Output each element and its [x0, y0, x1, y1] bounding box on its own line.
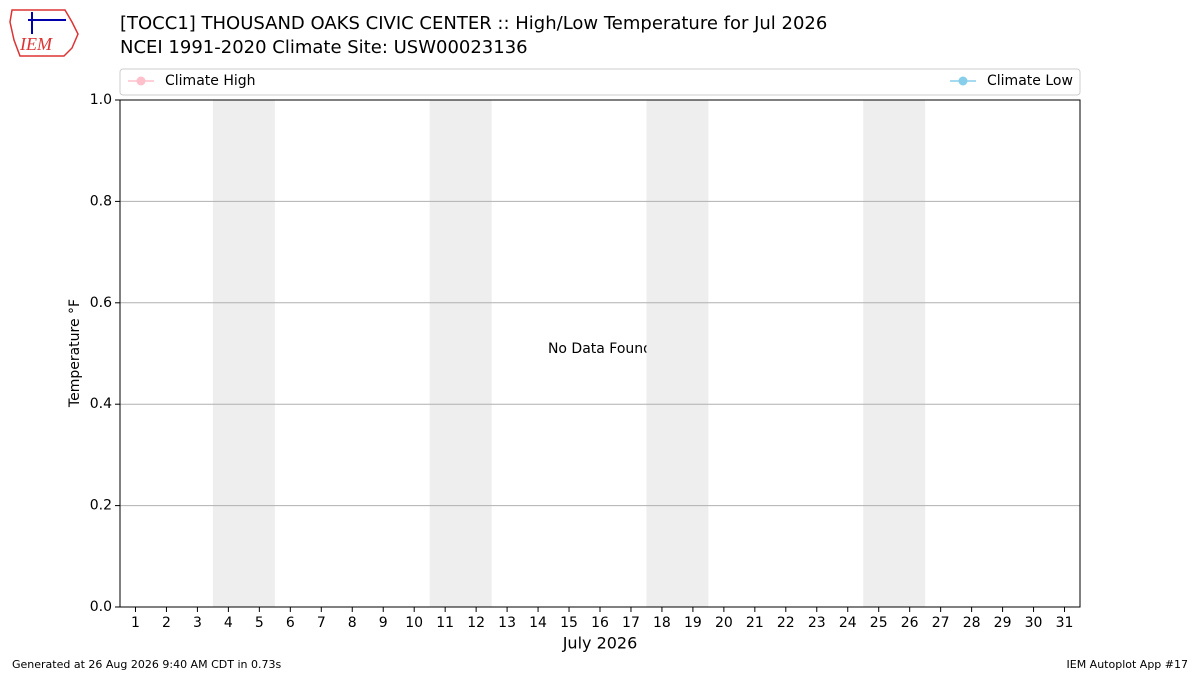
x-tick-label: 10 [405, 615, 423, 631]
annotation: No Data Found [548, 341, 652, 357]
chart-subtitle: NCEI 1991-2020 Climate Site: USW00023136 [120, 37, 528, 58]
x-tick-label: 14 [529, 615, 547, 631]
x-tick-label: 30 [1025, 615, 1043, 631]
x-tick-label: 22 [777, 615, 795, 631]
legend-box [119, 68, 1081, 96]
legend-marker [958, 76, 968, 86]
footer-left: Generated at 26 Aug 2026 9:40 AM CDT in … [12, 658, 281, 671]
y-tick-label: 1.0 [90, 92, 112, 108]
plot-frame [119, 99, 1081, 608]
x-tick-label: 29 [994, 615, 1012, 631]
x-tick-label: 23 [808, 615, 826, 631]
x-tick-label: 24 [839, 615, 857, 631]
x-tick-label: 13 [498, 615, 516, 631]
x-tick-label: 19 [684, 615, 702, 631]
y-tick-label: 0.4 [90, 396, 112, 412]
x-tick-label: 17 [622, 615, 640, 631]
x-tick-label: 4 [224, 615, 233, 631]
x-tick-label: 26 [901, 615, 919, 631]
y-axis-label: Temperature °F [67, 299, 83, 408]
legend-label: Climate High [165, 73, 256, 89]
weekend-band [429, 100, 492, 607]
x-tick-label: 27 [932, 615, 950, 631]
x-tick-label: 15 [560, 615, 578, 631]
x-tick-label: 6 [286, 615, 295, 631]
x-tick-label: 16 [591, 615, 609, 631]
chart-title: [TOCC1] THOUSAND OAKS CIVIC CENTER :: Hi… [120, 13, 827, 34]
y-tick-label: 0.2 [90, 498, 112, 514]
x-tick-label: 21 [746, 615, 764, 631]
x-tick-label: 7 [317, 615, 326, 631]
x-tick-label: 25 [870, 615, 888, 631]
x-axis-label: July 2026 [562, 634, 638, 653]
footer-right: IEM Autoplot App #17 [1067, 658, 1189, 671]
x-tick-label: 20 [715, 615, 733, 631]
x-tick-label: 3 [193, 615, 202, 631]
x-tick-label: 8 [348, 615, 357, 631]
weekend-band [646, 100, 709, 607]
y-tick-label: 0.0 [90, 599, 112, 615]
legend-marker [136, 76, 146, 86]
x-tick-label: 18 [653, 615, 671, 631]
x-tick-label: 11 [436, 615, 454, 631]
weekend-band [863, 100, 926, 607]
weekend-band [212, 100, 275, 607]
logo-outline [9, 9, 79, 57]
x-tick-label: 5 [255, 615, 264, 631]
x-tick-label: 28 [963, 615, 981, 631]
x-tick-label: 2 [162, 615, 171, 631]
x-tick-label: 1 [131, 615, 140, 631]
x-tick-label: 31 [1056, 615, 1074, 631]
x-tick-label: 12 [467, 615, 485, 631]
logo-text: IEM [19, 34, 53, 54]
legend-label: Climate Low [987, 73, 1073, 89]
x-tick-label: 9 [379, 615, 388, 631]
y-tick-label: 0.6 [90, 295, 112, 311]
logo: IEM [9, 9, 79, 57]
y-tick-label: 0.8 [90, 193, 112, 209]
